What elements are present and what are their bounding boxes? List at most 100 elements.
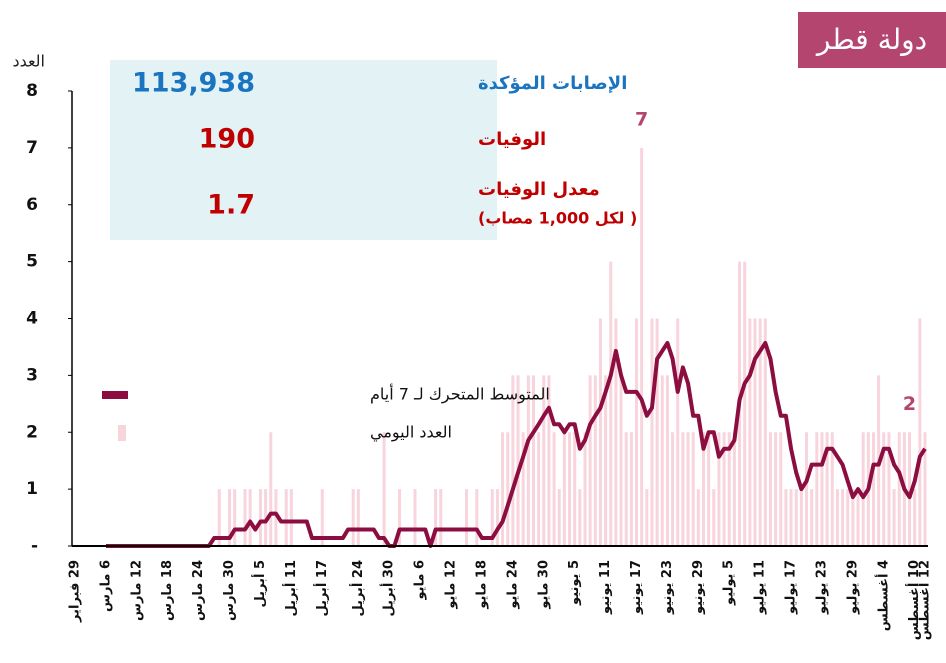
y-tick-label: 7 bbox=[26, 138, 38, 158]
daily-bar bbox=[779, 432, 783, 546]
x-tick-label: 17 يونيو bbox=[629, 560, 644, 615]
daily-bar bbox=[655, 318, 659, 546]
daily-bar bbox=[717, 432, 721, 546]
legend-swatch bbox=[118, 425, 126, 441]
daily-bar bbox=[439, 489, 443, 546]
daily-bar bbox=[583, 432, 587, 546]
daily-bar bbox=[830, 432, 834, 546]
daily-bar bbox=[217, 489, 221, 546]
daily-bar bbox=[264, 489, 268, 546]
daily-bar bbox=[645, 489, 649, 546]
stat-label: الوفيات bbox=[478, 129, 546, 150]
daily-bar bbox=[573, 432, 577, 546]
daily-bar bbox=[743, 261, 747, 546]
y-tick-label: 6 bbox=[26, 195, 38, 215]
daily-bar bbox=[526, 375, 530, 546]
daily-bar bbox=[568, 432, 572, 546]
daily-bar bbox=[799, 489, 803, 546]
title-box bbox=[798, 12, 946, 68]
stat-value: 1.7 bbox=[207, 190, 255, 221]
daily-bar bbox=[908, 432, 912, 546]
daily-bar bbox=[356, 489, 360, 546]
daily-bar bbox=[810, 489, 814, 546]
daily-bar bbox=[588, 375, 592, 546]
stat-value: 190 bbox=[199, 124, 255, 155]
x-tick-label: 18 مايو bbox=[474, 560, 489, 610]
daily-bar bbox=[660, 375, 664, 546]
daily-bar bbox=[248, 489, 252, 546]
daily-bar bbox=[676, 318, 680, 546]
daily-bar bbox=[609, 261, 613, 546]
x-tick-label: 6 مارس bbox=[98, 560, 113, 612]
daily-bar bbox=[671, 432, 675, 546]
daily-bar bbox=[846, 489, 850, 546]
daily-bar bbox=[856, 489, 860, 546]
daily-bar bbox=[547, 375, 551, 546]
stat-value: 113,938 bbox=[132, 68, 255, 99]
daily-bar bbox=[629, 432, 633, 546]
daily-bar bbox=[774, 432, 778, 546]
daily-bar bbox=[619, 375, 623, 546]
x-tick-label: 24 مايو bbox=[505, 560, 520, 610]
daily-bar bbox=[794, 489, 798, 546]
x-tick-label: 5 أبريل bbox=[251, 560, 268, 607]
y-tick-label: 5 bbox=[26, 252, 38, 272]
y-tick-label: 2 bbox=[26, 422, 38, 442]
daily-bar bbox=[531, 375, 535, 546]
x-tick-label: 30 مايو bbox=[536, 560, 551, 610]
daily-bar bbox=[511, 375, 515, 546]
x-tick-label: 24 مارس bbox=[191, 560, 206, 621]
y-tick-label: 4 bbox=[26, 309, 38, 329]
x-tick-label: 5 يونيو bbox=[567, 560, 582, 606]
daily-bar bbox=[495, 489, 499, 546]
stat-sublabel: ( لكل 1,000 مصاب) bbox=[478, 209, 637, 228]
daily-bar bbox=[614, 318, 618, 546]
daily-bar bbox=[243, 489, 247, 546]
x-tick-label: 17 يوليو bbox=[784, 560, 799, 615]
daily-bar bbox=[727, 432, 731, 546]
daily-bar bbox=[763, 318, 767, 546]
daily-bar bbox=[701, 432, 705, 546]
x-tick-label: 12 أغسطس bbox=[916, 560, 933, 640]
x-tick-label: 24 أبريل bbox=[349, 560, 366, 617]
daily-bar bbox=[475, 489, 479, 546]
daily-bar bbox=[537, 432, 541, 546]
daily-bar bbox=[434, 489, 438, 546]
x-tick-label: 18 مارس bbox=[160, 560, 175, 621]
daily-bar bbox=[861, 432, 865, 546]
daily-bar bbox=[918, 318, 922, 546]
daily-bar bbox=[624, 432, 628, 546]
daily-bar bbox=[887, 432, 891, 546]
y-axis-label: العدد bbox=[12, 52, 45, 71]
daily-bar bbox=[758, 318, 762, 546]
daily-bar bbox=[753, 318, 757, 546]
legend-swatch bbox=[102, 391, 128, 399]
daily-bar bbox=[820, 432, 824, 546]
daily-bar bbox=[815, 432, 819, 546]
daily-bar bbox=[562, 432, 566, 546]
legend: المتوسط المتحرك لـ 7 أيام العدد اليومي bbox=[102, 384, 550, 443]
stats-box bbox=[110, 60, 497, 240]
daily-bar bbox=[805, 432, 809, 546]
daily-bar bbox=[465, 489, 469, 546]
x-tick-label: 12 مارس bbox=[129, 560, 144, 621]
daily-bar bbox=[851, 489, 855, 546]
daily-bar bbox=[686, 432, 690, 546]
x-tick-label: 11 أبريل bbox=[282, 560, 299, 617]
x-tick-label: 11 يوليو bbox=[753, 560, 768, 615]
x-tick-label: 29 يوليو bbox=[845, 560, 860, 615]
daily-bar bbox=[882, 432, 886, 546]
daily-bar bbox=[320, 489, 324, 546]
daily-bar bbox=[681, 432, 685, 546]
daily-bar bbox=[650, 318, 654, 546]
daily-bar bbox=[768, 432, 772, 546]
daily-bar bbox=[351, 489, 355, 546]
daily-bar bbox=[289, 489, 293, 546]
daily-bar bbox=[841, 489, 845, 546]
daily-bar bbox=[923, 432, 927, 546]
daily-bar bbox=[598, 318, 602, 546]
daily-bar bbox=[748, 318, 752, 546]
daily-bar bbox=[258, 489, 262, 546]
daily-bar bbox=[542, 375, 546, 546]
daily-bar bbox=[696, 489, 700, 546]
